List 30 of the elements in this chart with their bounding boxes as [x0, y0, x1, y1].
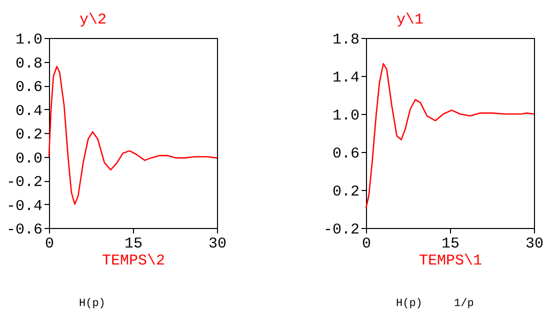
line-series: [48, 66, 218, 205]
y-tick-label: 1.0: [15, 32, 42, 48]
y-tick-label: 1.4: [332, 70, 360, 86]
y-axis-title: y\1: [396, 12, 424, 28]
x-axis-title: TEMPS\2: [102, 252, 166, 270]
x-tick-label: 0: [44, 236, 54, 252]
x-tick-label: 30: [525, 236, 544, 252]
line-series: [365, 63, 535, 209]
x-tick-label: 0: [362, 236, 372, 252]
y-tick-label: -0.6: [6, 222, 42, 238]
text: H(p): [79, 298, 106, 310]
y-tick-label: 0.2: [15, 126, 42, 144]
x-axis-title: TEMPS\1: [418, 252, 482, 270]
y-tick-label: 0.6: [332, 146, 360, 162]
text: H(p): [396, 298, 422, 310]
text: 1/p: [454, 298, 474, 310]
y-tick-label: -0.2: [6, 174, 42, 191]
y-tick-label: 0.0: [15, 150, 42, 168]
y-tick-label: -0.4: [6, 198, 42, 215]
y-axis-title: y\2: [80, 12, 107, 28]
y-tick-label: 0.8: [15, 55, 42, 72]
y-tick-label: 0.2: [332, 184, 360, 200]
y-tick-label: -0.2: [323, 222, 360, 238]
x-tick-label: 15: [124, 236, 143, 252]
y-tick-label: 0.6: [15, 79, 42, 96]
y-tick-label: 0.4: [15, 102, 42, 120]
y-tick-label: 1.0: [332, 108, 360, 124]
y-tick-label: 1.8: [332, 32, 360, 48]
x-tick-label: 15: [441, 236, 460, 252]
x-tick-label: 30: [208, 236, 227, 252]
